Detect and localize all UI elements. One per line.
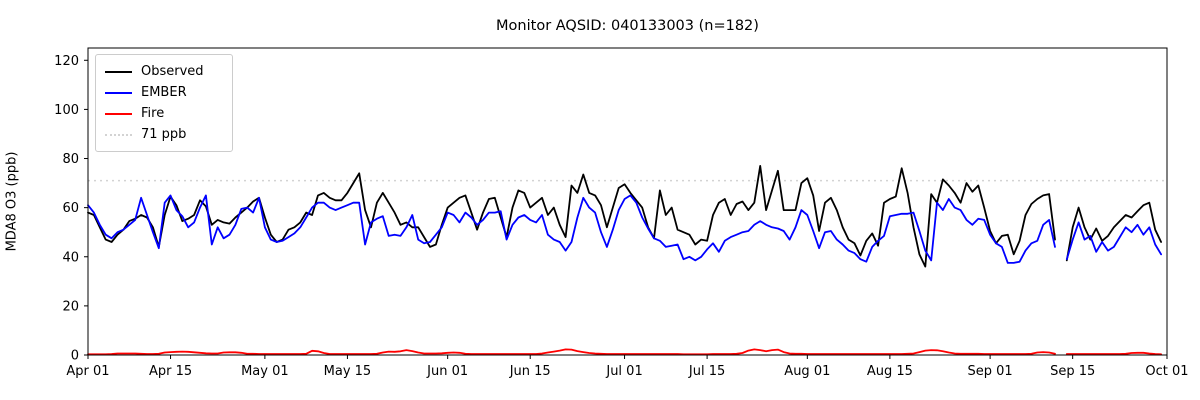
chart-title: Monitor AQSID: 040133003 (n=182) (496, 18, 759, 34)
series-line-fire (87, 348, 1162, 356)
series-line-ember (87, 194, 1162, 264)
x-tick-label: Jul 01 (605, 364, 642, 379)
y-tick-label: 80 (62, 152, 79, 167)
x-tick-label: Jun 15 (509, 364, 551, 379)
legend-item-ember: EMBER (105, 82, 222, 103)
ember-line-swatch (105, 91, 132, 94)
x-tick-label: Apr 01 (66, 364, 109, 379)
fire-line-swatch (105, 112, 132, 115)
y-tick-label: 60 (62, 201, 79, 216)
legend-label-ember: EMBER (141, 85, 187, 100)
legend-item-observed: Observed (105, 61, 222, 82)
legend-item-fire: Fire (105, 103, 222, 124)
y-tick-label: 120 (54, 54, 79, 69)
x-tick-label: May 15 (324, 364, 372, 379)
legend-label-observed: Observed (141, 64, 204, 79)
legend-label-threshold: 71 ppb (141, 127, 187, 142)
legend-label-fire: Fire (141, 106, 165, 121)
x-tick-label: Sep 15 (1050, 364, 1095, 379)
y-tick-label: 0 (71, 349, 79, 364)
y-axis-label: MDA8 O3 (ppb) (4, 151, 20, 252)
x-tick-label: Jul 15 (688, 364, 725, 379)
x-tick-label: Sep 01 (968, 364, 1013, 379)
threshold-line-swatch (105, 133, 132, 136)
y-tick-label: 20 (62, 299, 79, 314)
x-tick-label: Apr 15 (149, 364, 192, 379)
x-tick-label: Aug 01 (784, 364, 830, 379)
x-tick-label: May 01 (241, 364, 289, 379)
observed-line-swatch (105, 70, 132, 73)
x-tick-label: Jun 01 (426, 364, 468, 379)
legend: Observed EMBER Fire 71 ppb (95, 54, 233, 152)
y-tick-label: 40 (62, 250, 79, 265)
x-tick-label: Oct 01 (1145, 364, 1188, 379)
x-tick-label: Aug 15 (867, 364, 913, 379)
series-line-observed (87, 165, 1162, 268)
y-tick-label: 100 (54, 103, 79, 118)
legend-item-threshold: 71 ppb (105, 124, 222, 145)
axes-box (87, 47, 1168, 356)
